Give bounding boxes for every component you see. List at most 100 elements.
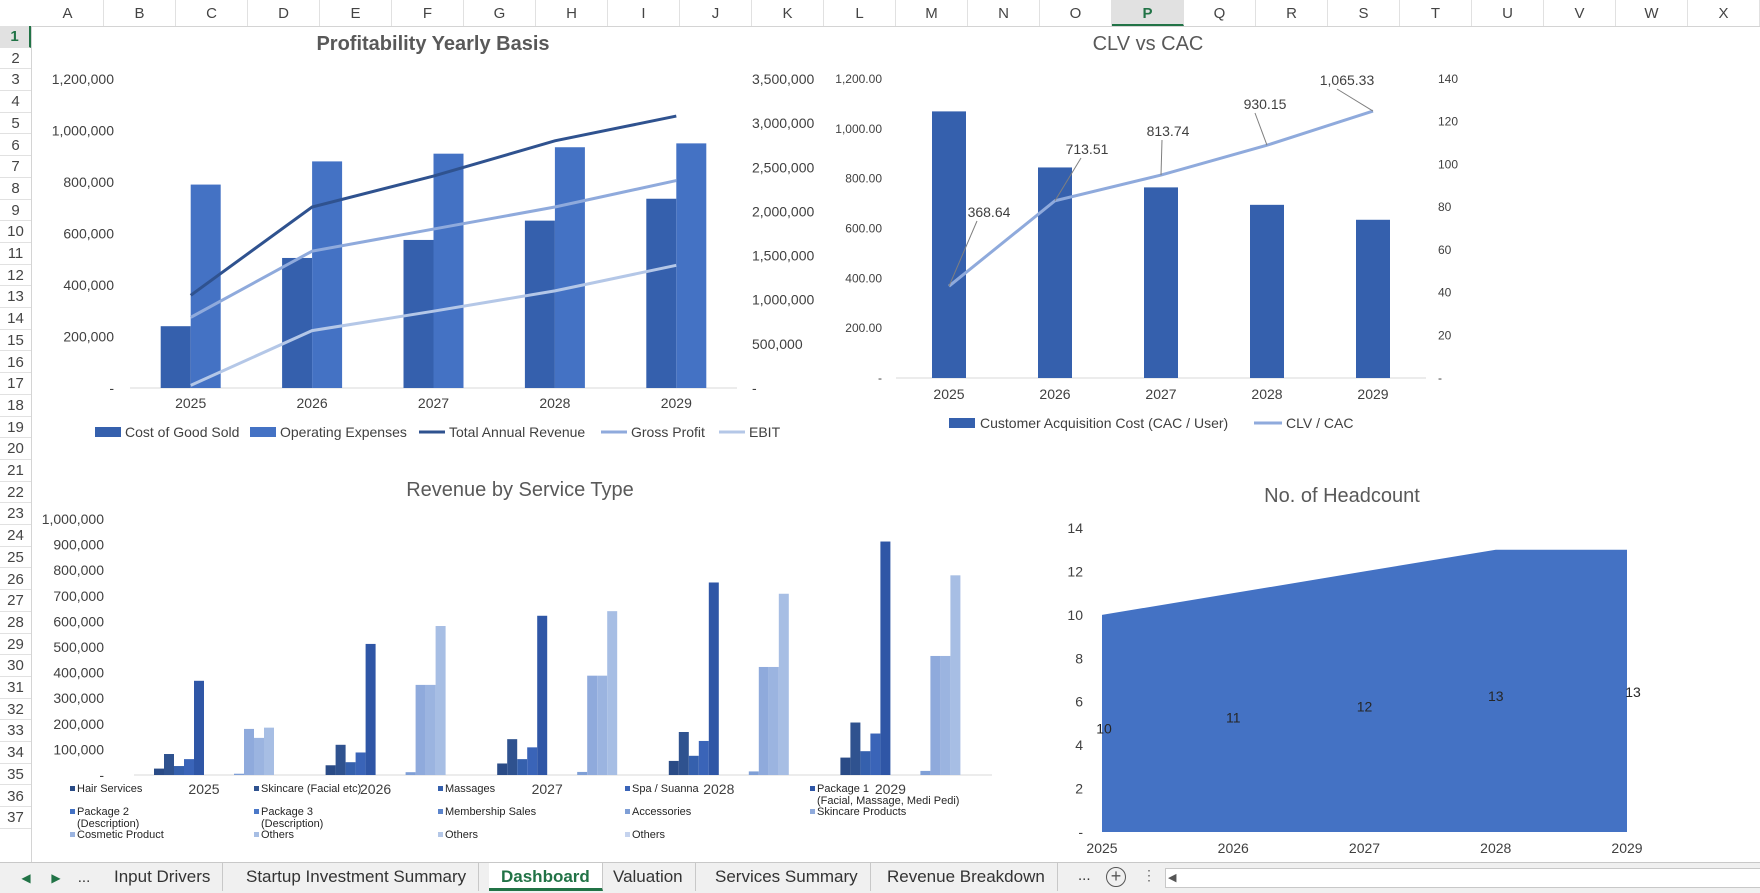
column-header-t[interactable]: T — [1400, 0, 1472, 26]
prev-sheet-icon[interactable]: ◀ — [21, 871, 31, 885]
row-header-22[interactable]: 22 — [0, 482, 31, 504]
revenue-y-tick: - — [99, 767, 104, 783]
sheet-tab-input-drivers[interactable]: Input Drivers — [102, 863, 224, 891]
column-header-m[interactable]: M — [896, 0, 968, 26]
row-header-29[interactable]: 29 — [0, 634, 31, 656]
row-header-4[interactable]: 4 — [0, 91, 31, 113]
revenue-legend-label: Accessories — [632, 806, 692, 818]
more-sheets-right[interactable]: ... — [1078, 867, 1091, 884]
column-header-d[interactable]: D — [248, 0, 320, 26]
row-header-37[interactable]: 37 — [0, 807, 31, 829]
row-header-11[interactable]: 11 — [0, 243, 31, 265]
row-header-18[interactable]: 18 — [0, 395, 31, 417]
clv-cac-data-label: 813.74 — [1147, 123, 1190, 139]
next-sheet-icon[interactable]: ▶ — [51, 871, 61, 885]
revenue-legend-label: Package 1 (Facial, Massage, Medi Pedi) — [817, 783, 959, 807]
row-header-24[interactable]: 24 — [0, 525, 31, 547]
revenue-legend-swatch — [625, 786, 630, 791]
headcount-title: No. of Headcount — [1264, 485, 1420, 507]
row-header-16[interactable]: 16 — [0, 352, 31, 374]
row-header-7[interactable]: 7 — [0, 156, 31, 178]
row-header-19[interactable]: 19 — [0, 417, 31, 439]
row-header-20[interactable]: 20 — [0, 438, 31, 460]
profitability-legend-swatch — [250, 427, 276, 437]
row-header-10[interactable]: 10 — [0, 221, 31, 243]
row-header-34[interactable]: 34 — [0, 742, 31, 764]
column-header-b[interactable]: B — [104, 0, 176, 26]
row-header-32[interactable]: 32 — [0, 699, 31, 721]
row-header-30[interactable]: 30 — [0, 655, 31, 677]
revenue-x-tick: 2028 — [703, 781, 734, 797]
profitability-x-tick: 2026 — [297, 395, 328, 411]
column-header-e[interactable]: E — [320, 0, 392, 26]
revenue-legend-swatch — [70, 809, 75, 814]
row-header-23[interactable]: 23 — [0, 503, 31, 526]
clv-cac-x-tick: 2026 — [1039, 386, 1070, 402]
column-header-r[interactable]: R — [1256, 0, 1328, 26]
sheet-tab-dashboard[interactable]: Dashboard — [489, 863, 603, 891]
column-header-a[interactable]: A — [32, 0, 104, 26]
revenue-legend-line: Package 2 — [77, 806, 129, 818]
column-header-u[interactable]: U — [1472, 0, 1544, 26]
column-header-j[interactable]: J — [680, 0, 752, 26]
column-header-i[interactable]: I — [608, 0, 680, 26]
row-header-6[interactable]: 6 — [0, 135, 31, 157]
column-header-p[interactable]: P — [1112, 0, 1184, 26]
row-header-27[interactable]: 27 — [0, 590, 31, 612]
scroll-left-icon[interactable]: ◀ — [1168, 872, 1177, 884]
revenue-legend-label: Others — [261, 829, 295, 841]
column-header-v[interactable]: V — [1544, 0, 1616, 26]
row-header-2[interactable]: 2 — [0, 48, 31, 70]
sheet-tab-services-summary[interactable]: Services Summary — [703, 863, 871, 891]
sheet-tab-valuation[interactable]: Valuation — [601, 863, 696, 891]
column-header-h[interactable]: H — [536, 0, 608, 26]
row-header-9[interactable]: 9 — [0, 200, 31, 222]
column-header-w[interactable]: W — [1616, 0, 1688, 26]
column-header-k[interactable]: K — [752, 0, 824, 26]
revenue-legend-line: Others — [261, 829, 295, 841]
column-header-n[interactable]: N — [968, 0, 1040, 26]
more-sheets-left[interactable]: ... — [77, 869, 91, 886]
row-headers: 1 2 3 4 5 6 7 8 9 10 11 12 13 14 15 16 17 18 19 20 21 22 23 24 2… — [0, 26, 32, 862]
row-header-12[interactable]: 12 — [0, 265, 31, 287]
column-header-s[interactable]: S — [1328, 0, 1400, 26]
column-header-x[interactable]: X — [1688, 0, 1760, 26]
row-header-3[interactable]: 3 — [0, 69, 31, 92]
column-header-o[interactable]: O — [1040, 0, 1112, 26]
revenue-legend-line: (Description) — [261, 818, 323, 830]
sheet-tab-startup-investment-summary[interactable]: Startup Investment Summary — [234, 863, 480, 891]
revenue-bar — [244, 728, 254, 775]
horizontal-scrollbar[interactable]: ◀ — [1165, 868, 1760, 888]
revenue-bar — [497, 763, 508, 775]
headcount-x-tick: 2027 — [1349, 840, 1380, 856]
row-header-35[interactable]: 35 — [0, 764, 31, 786]
revenue-legend-swatch — [810, 786, 815, 791]
revenue-legend-swatch — [625, 832, 630, 837]
column-header-c[interactable]: C — [176, 0, 248, 26]
add-sheet-button[interactable]: + — [1106, 867, 1126, 887]
column-header-l[interactable]: L — [824, 0, 896, 26]
profitability-legend-label: Operating Expenses — [280, 424, 407, 440]
revenue-bar — [668, 760, 679, 775]
row-header-25[interactable]: 25 — [0, 547, 31, 569]
row-header-8[interactable]: 8 — [0, 178, 31, 200]
revenue-bar — [174, 766, 184, 775]
row-header-36[interactable]: 36 — [0, 786, 31, 808]
column-header-q[interactable]: Q — [1184, 0, 1256, 26]
row-header-14[interactable]: 14 — [0, 308, 31, 330]
column-header-g[interactable]: G — [464, 0, 536, 26]
row-header-13[interactable]: 13 — [0, 286, 31, 309]
row-header-15[interactable]: 15 — [0, 330, 31, 352]
row-header-26[interactable]: 26 — [0, 569, 31, 591]
tab-options-icon[interactable]: ⋮ — [1142, 867, 1156, 883]
row-header-21[interactable]: 21 — [0, 460, 31, 482]
row-header-28[interactable]: 28 — [0, 612, 31, 634]
row-header-5[interactable]: 5 — [0, 113, 31, 135]
column-header-f[interactable]: F — [392, 0, 464, 26]
row-header-31[interactable]: 31 — [0, 677, 31, 699]
sheet-tab-revenue-breakdown[interactable]: Revenue Breakdown — [875, 863, 1058, 891]
row-header-1[interactable]: 1 — [0, 26, 31, 48]
row-header-17[interactable]: 17 — [0, 373, 31, 395]
row-header-33[interactable]: 33 — [0, 720, 31, 743]
revenue-legend-line: Skincare (Facial etc) — [261, 783, 361, 795]
